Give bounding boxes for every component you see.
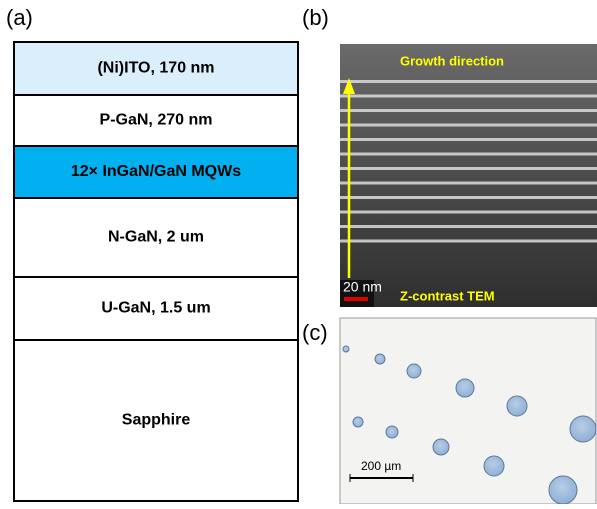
stripe [340, 94, 597, 98]
stripe [340, 80, 597, 83]
droplet [548, 475, 578, 505]
stripe [340, 225, 597, 228]
stripe [340, 181, 597, 185]
stripe [340, 167, 597, 170]
stripe [340, 196, 597, 199]
droplet [352, 416, 364, 428]
layer [13, 339, 299, 502]
stripe [340, 138, 597, 141]
layer-label: 12× InGaN/GaN MQWs [71, 163, 241, 180]
arrow-head [343, 78, 355, 94]
scale-label: 20 nm [343, 279, 382, 295]
layer-label: (Ni)ITO, 170 nm [97, 60, 214, 77]
droplets [342, 345, 597, 505]
droplet [455, 378, 475, 398]
droplet [342, 345, 350, 353]
stripe [340, 239, 597, 243]
scale-bar [344, 297, 368, 301]
layer-label: Sapphire [122, 412, 191, 429]
droplet [385, 425, 399, 439]
stripe [340, 109, 597, 112]
droplet [569, 415, 597, 443]
droplet [506, 395, 528, 417]
layer-stack: (Ni)ITO, 170 nm P-GaN, 270 nm 12× InGaN/Ga… [13, 41, 299, 502]
droplet [406, 363, 422, 379]
layer-label: P-GaN, 270 nm [100, 112, 213, 129]
stripe [340, 123, 597, 127]
panel-label: (a) [6, 5, 33, 30]
tem-image [340, 44, 597, 307]
layer-label: N-GaN, 2 um [108, 229, 204, 246]
micrograph [339, 317, 597, 505]
panel-label: (b) [302, 5, 329, 30]
panel-label: (c) [302, 320, 328, 345]
tem-stripes [340, 80, 597, 243]
arrow-label: Growth direction [400, 53, 504, 68]
scale-bg [340, 280, 374, 307]
droplet [374, 353, 386, 365]
tem-caption: Z-contrast TEM [400, 288, 495, 303]
scale-label: 200 µm [361, 459, 401, 473]
layer [13, 197, 299, 278]
droplet [483, 455, 505, 477]
stripe [340, 210, 597, 214]
stripe [340, 152, 597, 156]
layer [13, 41, 299, 96]
layer-label: U-GaN, 1.5 um [101, 300, 210, 317]
droplet [432, 438, 450, 456]
layer [13, 94, 299, 147]
